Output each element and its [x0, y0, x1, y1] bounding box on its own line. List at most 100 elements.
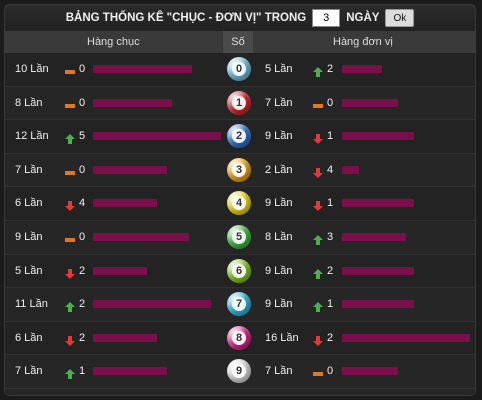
units-count: 9 Lần: [265, 298, 293, 311]
tens-change: 0: [79, 163, 86, 176]
tens-bar: [93, 165, 167, 174]
ball-number: 0: [232, 62, 246, 76]
title-bar: BẢNG THỐNG KÊ "CHỤC - ĐƠN VỊ" TRONG NGÀY…: [5, 5, 475, 31]
tens-change: 2: [79, 331, 86, 344]
tens-change: 4: [79, 197, 86, 210]
units-trend-down-icon: [313, 333, 323, 346]
ok-button[interactable]: Ok: [385, 9, 415, 27]
ball-number: 4: [232, 196, 246, 211]
ball-number: 5: [232, 229, 246, 244]
tens-bar: [93, 333, 157, 342]
tens-count: 6 Lần: [15, 197, 43, 210]
header-tens: Hàng chục: [87, 36, 140, 48]
units-count: 8 Lần: [265, 230, 293, 243]
units-count: 5 Lần: [265, 63, 293, 75]
tens-bar: [93, 300, 211, 309]
number-ball-icon: 6: [227, 258, 251, 283]
units-trend-down-icon: [313, 198, 323, 212]
tens-count: 7 Lần: [15, 365, 43, 378]
title-text: BẢNG THỐNG KÊ "CHỤC - ĐƠN VỊ" TRONG: [65, 12, 307, 24]
units-change: 1: [327, 130, 334, 143]
units-change: 3: [327, 230, 334, 243]
tens-change: 1: [79, 365, 86, 378]
number-ball-icon: 1: [227, 90, 251, 115]
number-ball-icon: 7: [227, 292, 251, 317]
number-ball-icon: 3: [227, 157, 251, 182]
tens-count: 12 Lần: [15, 130, 49, 143]
stats-row: 9 Lần 0 5 8 Lần 3: [5, 220, 475, 255]
units-bar: [342, 367, 398, 376]
units-bar: [342, 132, 414, 141]
tens-trend-up-icon: [65, 131, 75, 145]
tens-bar: [93, 98, 172, 107]
tens-change: 2: [79, 264, 86, 277]
units-change: 0: [327, 96, 334, 109]
ball-number: 3: [232, 162, 246, 177]
tens-count: 8 Lần: [15, 96, 43, 109]
units-bar: [342, 232, 406, 241]
tens-count: 6 Lần: [15, 331, 43, 344]
tens-bar: [93, 232, 189, 241]
tens-trend-up-icon: [65, 366, 75, 380]
units-trend-up-icon: [313, 232, 323, 245]
units-trend-down-icon: [313, 131, 323, 145]
units-change: 0: [327, 365, 334, 378]
units-change: 1: [327, 298, 334, 311]
stats-row: 5 Lần 2 6 9 Lần 2: [5, 254, 475, 289]
tens-trend-down-icon: [65, 266, 75, 279]
units-bar: [342, 333, 470, 342]
tens-trend-neutral-icon: [65, 64, 75, 74]
units-count: 9 Lần: [265, 197, 293, 210]
tens-trend-neutral-icon: [65, 98, 75, 108]
units-count: 9 Lần: [265, 130, 293, 143]
tens-change: 0: [79, 96, 86, 109]
tens-trend-neutral-icon: [65, 165, 75, 175]
tens-count: 7 Lần: [15, 163, 43, 176]
ball-number: 8: [232, 330, 246, 345]
number-ball-icon: 0: [227, 57, 251, 81]
stats-row: 7 Lần 1 9 7 Lần 0: [5, 355, 475, 389]
units-count: 2 Lần: [265, 163, 293, 176]
stats-rows: 10 Lần 0 0 5 Lần 2 8 Lần 0 1 7 Lần 0 12 Lần 5 2 9 Lần…: [5, 53, 475, 389]
tens-count: 5 Lần: [15, 264, 43, 277]
header-number: Số: [223, 31, 253, 53]
units-count: 9 Lần: [265, 264, 293, 277]
number-ball-icon: 5: [227, 224, 251, 249]
tens-bar: [93, 266, 147, 275]
units-bar: [342, 300, 414, 309]
stats-row: 7 Lần 0 3 2 Lần 4: [5, 153, 475, 188]
units-trend-up-icon: [313, 64, 323, 77]
ball-number: 7: [232, 297, 246, 312]
units-count: 7 Lần: [265, 365, 293, 378]
days-input[interactable]: [312, 9, 341, 27]
tens-change: 0: [79, 63, 86, 75]
stats-row: 8 Lần 0 1 7 Lần 0: [5, 86, 475, 121]
stats-row: 12 Lần 5 2 9 Lần 1: [5, 120, 475, 154]
ball-number: 2: [232, 129, 246, 144]
tens-trend-up-icon: [65, 299, 75, 313]
table-header: Hàng chục Số Hàng đơn vị: [5, 31, 475, 53]
tens-trend-down-icon: [65, 198, 75, 212]
tens-bar: [93, 132, 221, 141]
units-bar: [342, 98, 398, 107]
units-bar: [342, 199, 414, 208]
units-count: 16 Lần: [265, 331, 299, 344]
tens-count: 9 Lần: [15, 230, 43, 243]
days-label: NGÀY: [346, 12, 380, 24]
units-change: 2: [327, 63, 334, 75]
tens-bar: [93, 199, 157, 208]
units-trend-neutral-icon: [313, 98, 323, 108]
units-bar: [342, 65, 382, 73]
units-trend-down-icon: [313, 165, 323, 178]
units-count: 7 Lần: [265, 96, 293, 109]
tens-change: 0: [79, 230, 86, 243]
units-bar: [342, 266, 414, 275]
units-change: 1: [327, 197, 334, 210]
number-ball-icon: 8: [227, 325, 251, 350]
units-change: 4: [327, 163, 334, 176]
ball-number: 1: [232, 95, 246, 110]
ball-number: 9: [232, 364, 246, 379]
units-trend-neutral-icon: [313, 366, 323, 377]
stats-row: 6 Lần 4 4 9 Lần 1: [5, 187, 475, 221]
number-ball-icon: 2: [227, 124, 251, 149]
